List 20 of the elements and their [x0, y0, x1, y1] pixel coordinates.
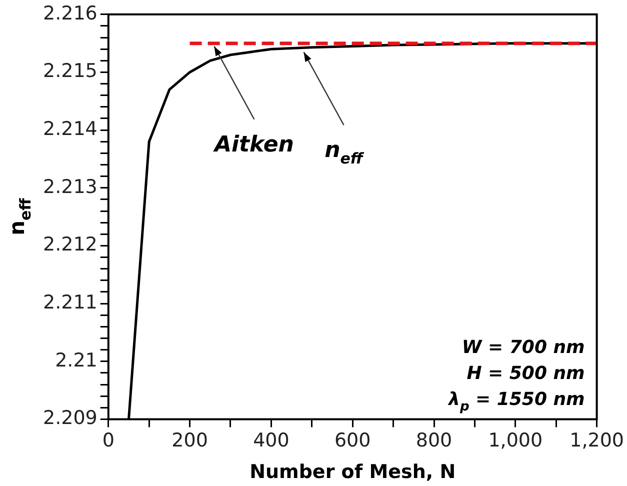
y-tick-label: 2.21 — [55, 349, 98, 372]
x-tick-label: 400 — [253, 430, 290, 452]
y-tick-label: 2.213 — [42, 176, 98, 198]
y-tick-label: 2.214 — [42, 118, 98, 140]
y-tick-label: 2.209 — [42, 407, 98, 430]
y-axis-title: neff — [5, 197, 34, 236]
x-tick-label: 1,200 — [570, 430, 624, 452]
y-tick-label: 2.212 — [42, 234, 98, 256]
x-tick-label: 200 — [172, 430, 208, 452]
x-axis-title: Number of Mesh, N — [250, 461, 456, 483]
y-tick-label: 2.211 — [42, 291, 98, 314]
x-tick-label: 800 — [416, 430, 452, 452]
x-tick-label: 1,000 — [488, 430, 543, 452]
y-tick-label: 2.215 — [42, 60, 98, 82]
annotation: Aitken — [212, 132, 294, 158]
annotation: W = 700 nm — [462, 337, 585, 358]
x-tick-label: 600 — [334, 430, 371, 452]
annotation: H = 500 nm — [466, 363, 585, 384]
y-tick-label: 2.216 — [42, 2, 98, 24]
x-tick-label: 0 — [102, 430, 114, 452]
